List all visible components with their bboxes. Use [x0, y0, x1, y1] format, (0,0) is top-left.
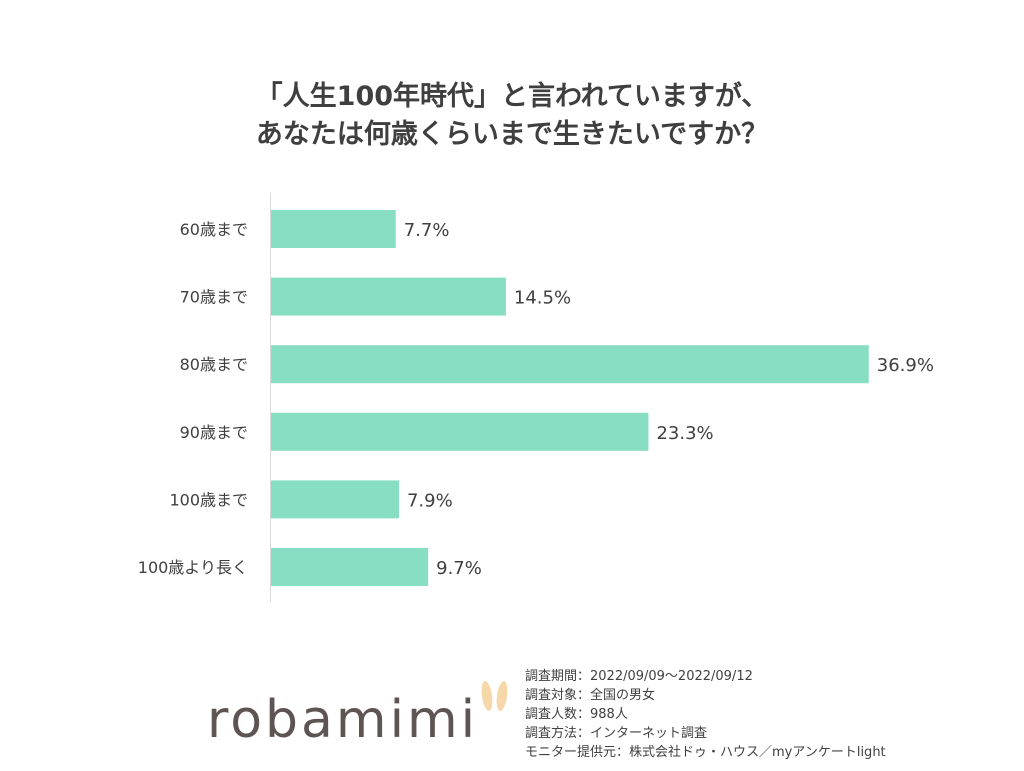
category-label: 100歳より長く — [138, 558, 248, 577]
value-label: 7.9% — [407, 490, 453, 511]
category-label: 80歳まで — [180, 355, 248, 374]
bar — [271, 548, 429, 586]
survey-provider: モニター提供元：株式会社ドゥ・ハウス／myアンケートlight — [525, 745, 886, 760]
logo-wordmark: robamimi — [207, 690, 479, 750]
value-label: 9.7% — [436, 558, 482, 579]
bar — [271, 345, 869, 384]
bar — [271, 277, 506, 316]
bar-chart: 60歳まで 7.7% 70歳まで 14.5% 80歳まで 36.9% 90歳まで 23.3% 1… — [138, 193, 934, 602]
value-label: 36.9% — [877, 355, 934, 376]
chart-title: 「人生100年時代」と言われていますが、 あなたは何歳くらいまで生きたいですか？ — [0, 78, 1024, 154]
value-label: 23.3% — [656, 423, 713, 444]
chart-title-line2: あなたは何歳くらいまで生きたいですか？ — [255, 119, 769, 150]
robamimi-logo: robamimi — [207, 672, 508, 752]
bar — [271, 480, 399, 519]
survey-period: 調査期間：2022/09/09～2022/09/12 — [525, 669, 753, 684]
category-label: 70歳まで — [180, 288, 248, 307]
value-label: 7.7% — [404, 220, 450, 241]
category-label: 60歳まで — [180, 220, 248, 239]
survey-target: 調査対象：全国の男女 — [525, 688, 656, 703]
survey-info: 調査期間：2022/09/09～2022/09/12 調査対象：全国の男女 調査… — [525, 667, 886, 762]
category-label: 90歳まで — [180, 423, 248, 442]
chart-title-line1: 「人生100年時代」と言われていますが、 — [255, 81, 769, 112]
survey-count: 調査人数：988人 — [525, 707, 628, 722]
category-label: 100歳まで — [169, 490, 248, 509]
bar — [271, 412, 649, 451]
bar — [271, 210, 396, 248]
value-label: 14.5% — [514, 288, 571, 309]
survey-method: 調査方法：インターネット調査 — [525, 726, 708, 741]
bunny-ears-icon — [481, 681, 508, 711]
